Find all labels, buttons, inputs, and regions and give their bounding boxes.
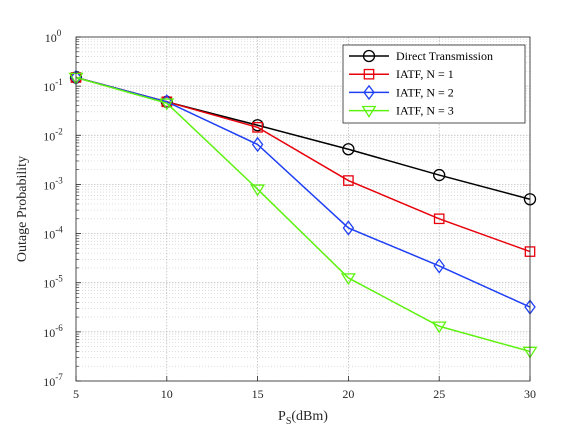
x-tick-label: 25: [433, 387, 445, 401]
y-tick-label: 10-2: [43, 126, 63, 143]
legend-label: Direct Transmission: [396, 49, 493, 63]
legend-label: IATF, N = 3: [396, 104, 454, 118]
data-point: [342, 143, 355, 156]
legend-marker: [363, 84, 375, 101]
legend-marker: [361, 105, 377, 118]
legend-label: IATF, N = 2: [396, 85, 454, 99]
x-axis-ticks: 5 10 15 20 25 30: [73, 376, 536, 401]
data-point: [433, 258, 445, 274]
y-tick-label: 10-1: [43, 77, 63, 94]
x-tick-label: 15: [252, 387, 264, 401]
data-point: [342, 220, 355, 236]
y-tick-label: 10-3: [43, 175, 63, 192]
plot-frame: [75, 36, 531, 382]
data-point: [343, 175, 354, 186]
series-line: [75, 76, 531, 308]
series-4: [68, 72, 538, 359]
legend: Direct Transmission IATF, N = 1 IATF, N = …: [342, 44, 526, 124]
data-point: [251, 136, 264, 153]
x-tick-label: 30: [524, 387, 536, 401]
series-line: [75, 76, 531, 353]
y-tick-label: 10-6: [43, 323, 63, 340]
y-axis-ticks: 100 10-1 10-2 10-3 10-4 10-5 10-6 10-7: [43, 28, 81, 389]
y-tick-label: 10-4: [43, 225, 63, 242]
y-tick-label: 100: [45, 28, 62, 45]
data-point: [159, 98, 175, 111]
legend-entry: IATF, N = 3: [349, 104, 454, 118]
x-axis-title: PS(dBm): [278, 409, 328, 427]
x-tick-label: 20: [342, 387, 354, 401]
legend-entry: IATF, N = 1: [349, 67, 454, 81]
series-layer: [68, 69, 538, 359]
y-tick-label: 10-5: [43, 274, 63, 291]
x-tick-label: 5: [73, 387, 79, 401]
x-tick-label: 10: [161, 387, 173, 401]
legend-entry: Direct Transmission: [349, 49, 493, 63]
y-axis-title: Outage Probability: [15, 156, 30, 262]
y-tick-label: 10-7: [43, 372, 63, 389]
data-point: [431, 321, 447, 334]
data-point: [250, 184, 266, 197]
data-point: [433, 213, 445, 225]
legend-marker: [363, 68, 375, 80]
legend-marker: [362, 49, 376, 63]
legend-label: IATF, N = 1: [396, 67, 454, 81]
legend-entry: IATF, N = 2: [349, 84, 454, 101]
data-point: [340, 273, 356, 286]
data-point: [433, 168, 446, 182]
data-point: [252, 122, 263, 133]
